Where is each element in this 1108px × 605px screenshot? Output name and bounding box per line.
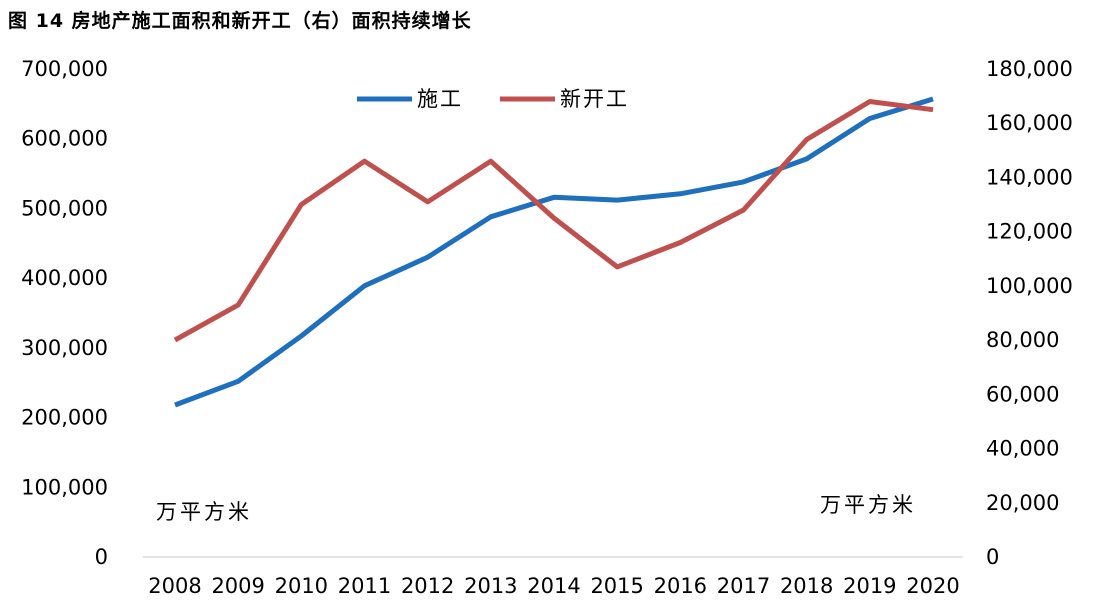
series-lines <box>173 96 934 408</box>
left-axis-tick-label: 100,000 <box>21 475 108 499</box>
legend-label: 新开工 <box>560 87 629 111</box>
x-axis-tick-label: 2013 <box>464 574 517 598</box>
x-axis-tick-label: 2015 <box>590 574 643 598</box>
left-axis-tick-label: 700,000 <box>21 57 108 81</box>
x-axis-tick-label: 2016 <box>654 574 707 598</box>
x-axis-tick-label: 2011 <box>338 574 391 598</box>
right-axis-tick-label: 160,000 <box>986 111 1073 135</box>
left-axis-unit: 万平方米 <box>156 500 252 524</box>
x-axis-tick-label: 2014 <box>527 574 580 598</box>
left-axis-tick-label: 300,000 <box>21 336 108 360</box>
x-axis-tick-label: 2008 <box>148 574 201 598</box>
x-axis-tick-label: 2020 <box>906 574 959 598</box>
left-axis-ticks: 0 100,000 200,000 300,000 400,000 500,000 600,… <box>21 57 108 569</box>
left-axis-tick-label: 400,000 <box>21 266 108 290</box>
chart-title: 图 14 房地产施工面积和新开工（右）面积持续增长 <box>8 10 472 32</box>
right-axis-tick-label: 140,000 <box>986 165 1073 189</box>
right-axis-tick-label: 80,000 <box>986 328 1059 352</box>
right-axis-unit: 万平方米 <box>820 493 916 517</box>
x-axis-tick-label: 2009 <box>211 574 264 598</box>
left-axis-tick-label: 600,000 <box>21 127 108 151</box>
x-axis-tick-label: 2019 <box>843 574 896 598</box>
right-axis-tick-label: 120,000 <box>986 220 1073 244</box>
series-line-2 <box>173 99 934 343</box>
series-line-1 <box>174 96 934 408</box>
x-axis-tick-label: 2012 <box>401 574 454 598</box>
left-axis-tick-label: 200,000 <box>21 406 108 430</box>
left-axis-tick-label: 500,000 <box>21 196 108 220</box>
legend: 施工 新开工 <box>357 87 629 111</box>
right-axis-tick-label: 20,000 <box>986 491 1059 515</box>
x-axis-tick-label: 2010 <box>275 574 328 598</box>
x-axis-tick-label: 2017 <box>717 574 770 598</box>
left-axis-tick-label: 0 <box>95 545 108 569</box>
right-axis-tick-label: 40,000 <box>986 437 1059 461</box>
right-axis-tick-label: 180,000 <box>986 57 1073 81</box>
right-axis-ticks: 0 20,000 40,000 60,000 80,000 100,000 120,000 1… <box>986 57 1073 569</box>
right-axis-tick-label: 60,000 <box>986 382 1059 406</box>
right-axis-tick-label: 100,000 <box>986 274 1073 298</box>
x-axis-ticks: 2008 2009 2010 2011 2012 2013 2014 2015 2016 2017… <box>148 574 959 598</box>
x-axis-tick-label: 2018 <box>780 574 833 598</box>
legend-label: 施工 <box>417 87 463 111</box>
right-axis-tick-label: 0 <box>986 545 999 569</box>
